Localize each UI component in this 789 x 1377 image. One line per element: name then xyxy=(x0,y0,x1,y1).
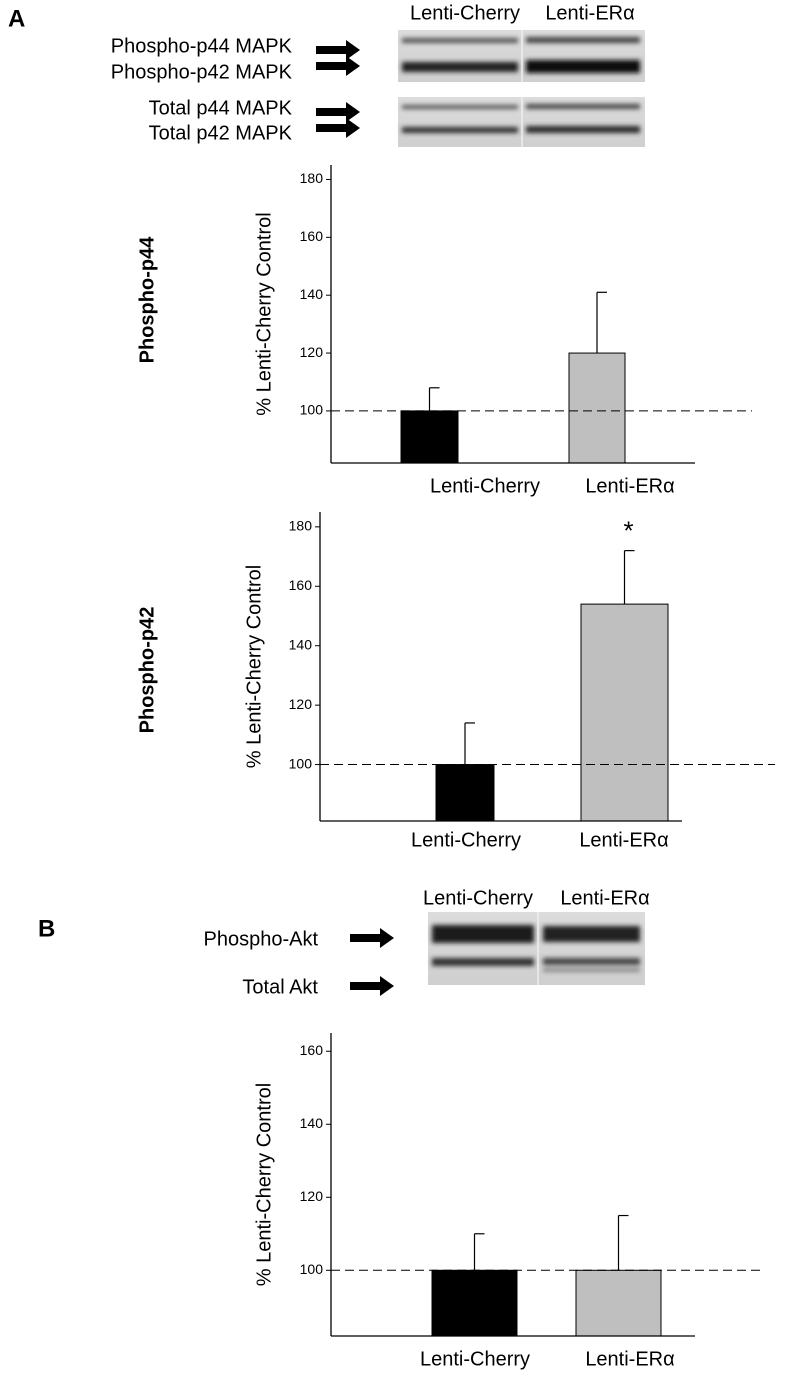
y-tick-label: 160 xyxy=(289,577,313,593)
y-tick-label: 140 xyxy=(289,636,313,652)
row-label: Phospho-Akt xyxy=(203,928,318,950)
x-tick-label: Lenti-Cherry xyxy=(411,829,521,851)
row-label: Total Akt xyxy=(242,976,318,998)
y-axis-label: % Lenti-Cherry Control xyxy=(253,212,275,415)
bar xyxy=(400,410,459,464)
y-tick-label: 160 xyxy=(300,228,324,244)
y-tick-label: 140 xyxy=(300,1115,324,1131)
y-tick-label: 160 xyxy=(300,1042,324,1058)
side-label: Phospho-p44 xyxy=(136,236,158,364)
y-tick-label: 100 xyxy=(289,755,313,771)
blot xyxy=(428,912,645,985)
y-tick-label: 180 xyxy=(289,518,313,534)
x-tick-label: Lenti-Cherry xyxy=(420,1348,530,1370)
panel-label: B xyxy=(38,915,55,942)
panel-label: A xyxy=(8,5,25,32)
y-tick-label: 100 xyxy=(300,1261,324,1277)
bar xyxy=(580,603,669,822)
row-label: Phospho-p42 MAPK xyxy=(111,61,293,83)
row-label: Phospho-p44 MAPK xyxy=(111,35,293,57)
lane-label: Lenti-Cherry xyxy=(410,2,520,24)
side-label: Phospho-p42 xyxy=(136,607,158,734)
x-tick-label: Lenti-ERα xyxy=(585,475,674,497)
blot xyxy=(398,30,645,147)
lane-label: Lenti-ERα xyxy=(560,887,649,909)
y-tick-label: 100 xyxy=(300,402,324,418)
bar xyxy=(431,1269,518,1337)
x-tick-label: Lenti-ERα xyxy=(579,829,668,851)
x-tick-label: Lenti-Cherry xyxy=(430,475,540,497)
lane-label: Lenti-ERα xyxy=(545,2,634,24)
y-tick-label: 120 xyxy=(289,696,313,712)
lane-label: Lenti-Cherry xyxy=(423,887,533,909)
bar xyxy=(568,352,626,464)
row-label: Total p42 MAPK xyxy=(149,122,293,144)
bar xyxy=(575,1269,662,1337)
y-tick-label: 180 xyxy=(300,170,324,186)
y-tick-label: 120 xyxy=(300,1188,324,1204)
y-tick-label: 140 xyxy=(300,286,324,302)
arrows xyxy=(316,40,360,138)
y-axis-label: % Lenti-Cherry Control xyxy=(243,565,265,768)
x-tick-label: Lenti-ERα xyxy=(585,1348,674,1370)
annotation: * xyxy=(623,516,633,546)
y-tick-label: 120 xyxy=(300,344,324,360)
y-axis-label: % Lenti-Cherry Control xyxy=(253,1083,275,1286)
row-label: Total p44 MAPK xyxy=(149,97,293,119)
bar xyxy=(435,764,495,822)
arrows xyxy=(350,928,394,996)
